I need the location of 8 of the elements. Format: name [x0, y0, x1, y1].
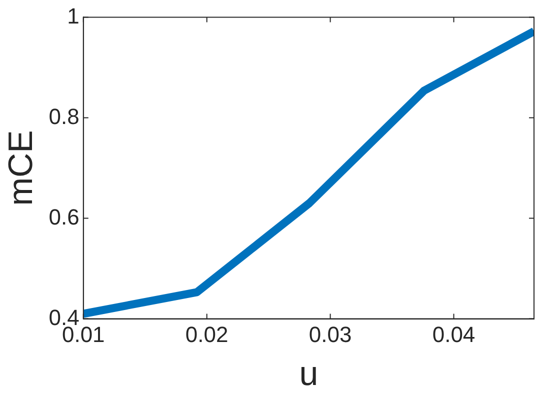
- x-tick-label: 0.02: [185, 322, 228, 348]
- x-tick-label: 0.03: [308, 322, 352, 348]
- y-tick-label: 0.6: [48, 204, 80, 230]
- y-tick-label: 0.8: [48, 104, 80, 129]
- x-axis-title: u: [299, 354, 318, 393]
- x-tick-label: 0.04: [432, 322, 476, 348]
- y-tick-label: 1: [67, 3, 80, 28]
- y-axis-title: mCE: [2, 130, 40, 206]
